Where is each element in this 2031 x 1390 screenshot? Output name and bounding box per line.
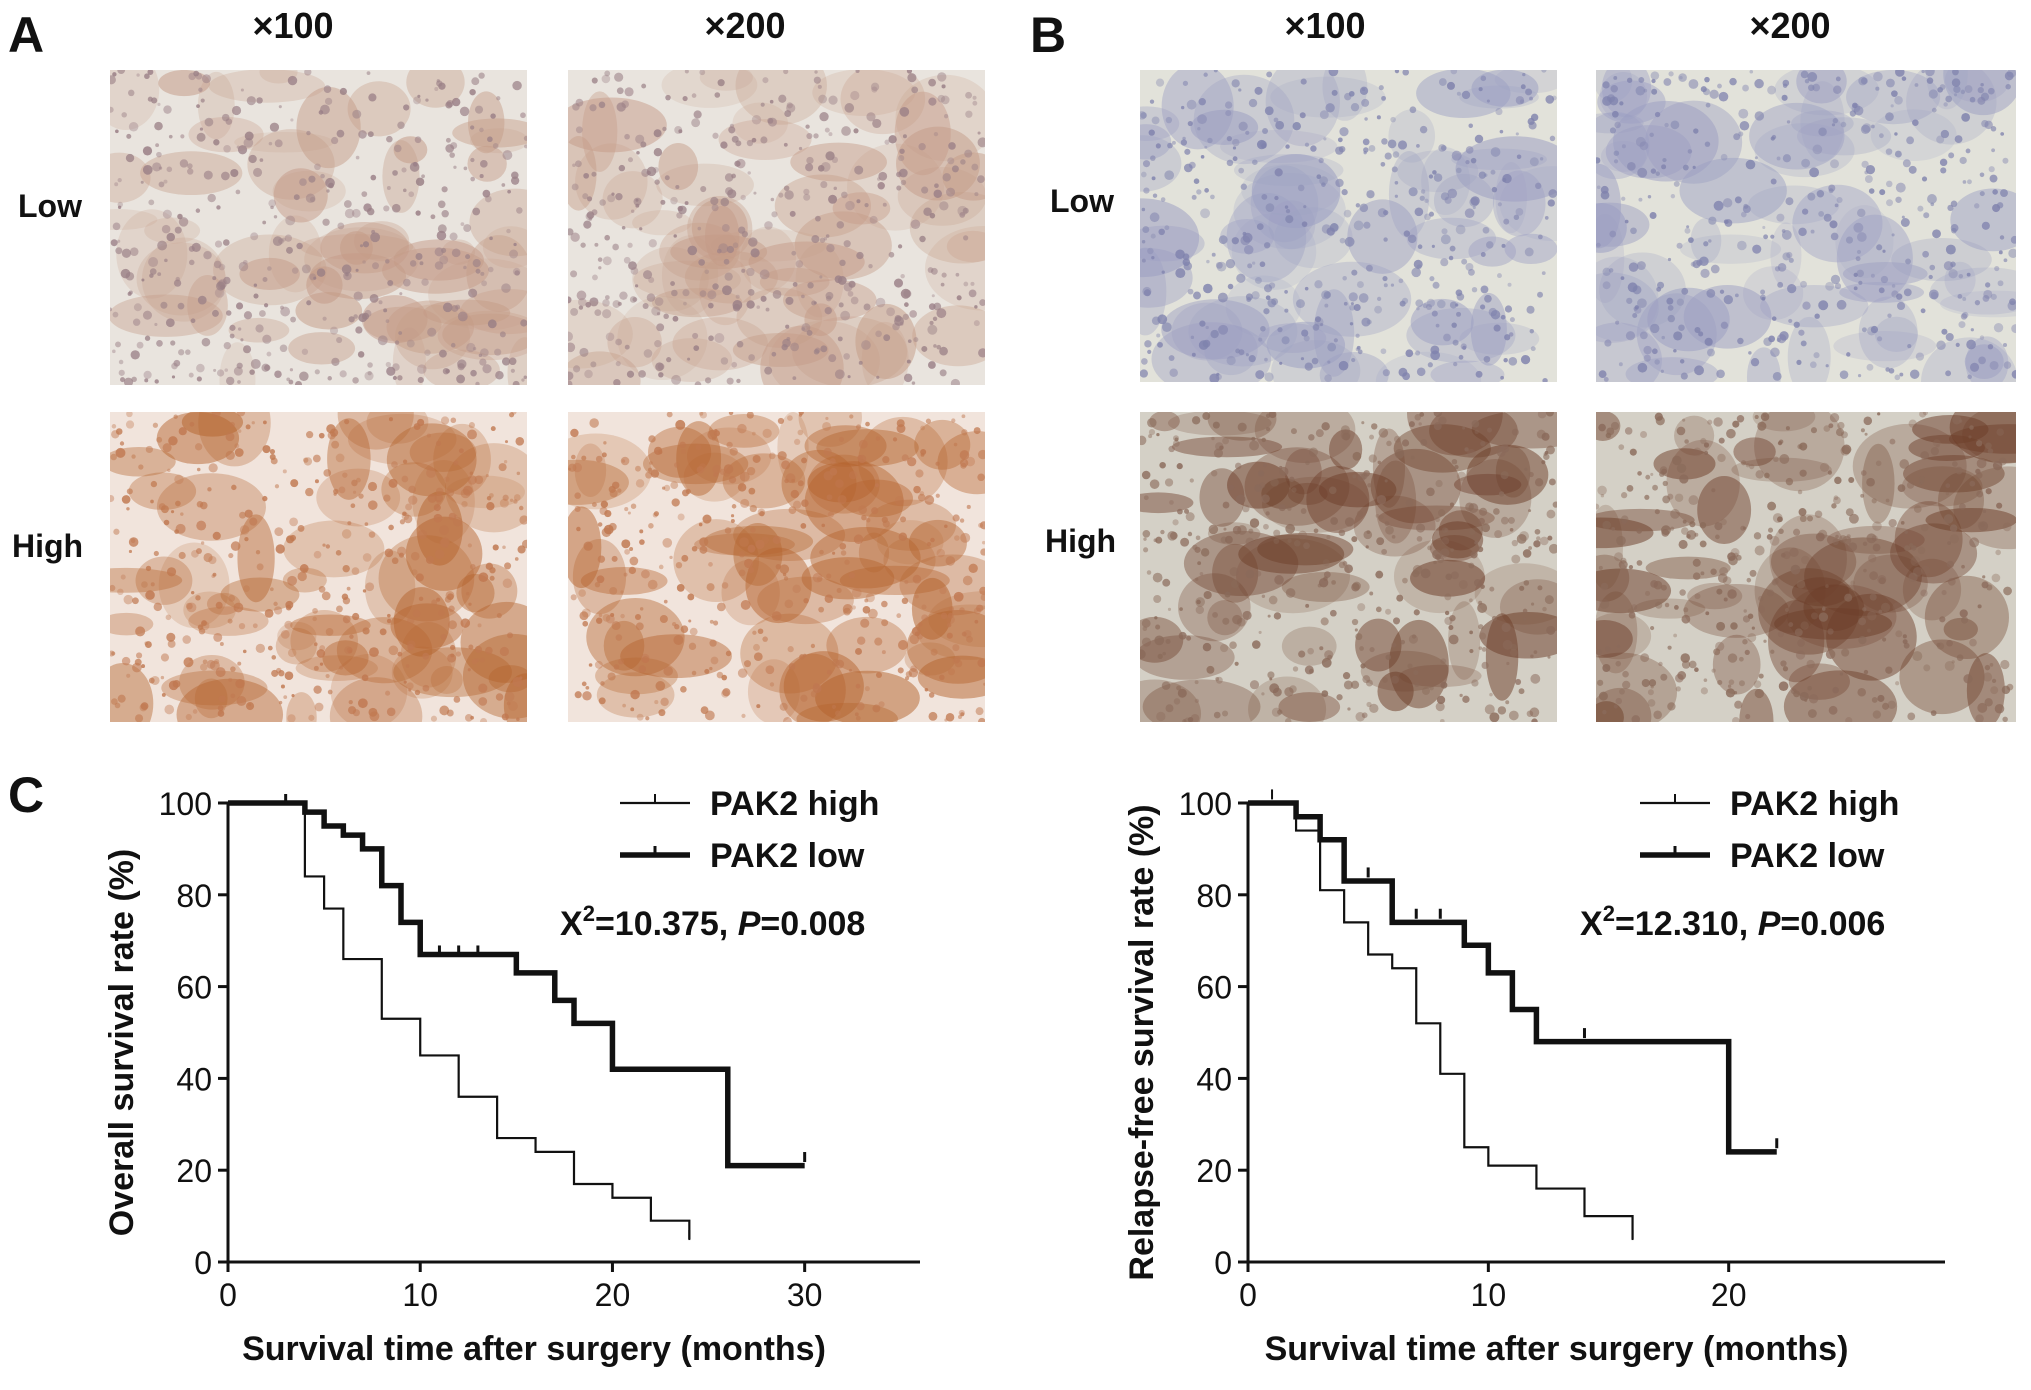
- micrograph-b-low-200x: [1596, 70, 2016, 382]
- x-tick-label: 0: [1239, 1277, 1257, 1313]
- y-tick-label: 60: [176, 970, 212, 1006]
- panel-b-row-low: Low: [1050, 183, 1114, 219]
- micrograph-a-low-200x: [568, 70, 985, 385]
- y-tick-label: 100: [159, 786, 212, 822]
- panel-label-a: A: [8, 7, 45, 63]
- panel-a-row-low: Low: [18, 188, 82, 224]
- y-tick-label: 0: [1214, 1245, 1232, 1281]
- legend-label: PAK2 high: [710, 785, 879, 823]
- micrograph-a-high-200x: [568, 412, 985, 722]
- x-tick-label: 20: [1711, 1277, 1747, 1313]
- micrograph-a-high-100x: [110, 412, 527, 722]
- x-axis-label: Survival time after surgery (months): [242, 1330, 826, 1368]
- x-tick-label: 10: [1471, 1277, 1507, 1313]
- micrograph-a-low-100x: [110, 70, 527, 385]
- y-tick-label: 20: [1196, 1153, 1232, 1189]
- micrograph-b-high-100x: [1140, 412, 1557, 722]
- statistic-annotation: X2=12.310, P=0.006: [1580, 901, 1885, 943]
- survival-curve-thick: [228, 800, 805, 1169]
- statistic-annotation: X2=10.375, P=0.008: [560, 901, 865, 943]
- x-tick-label: 20: [595, 1277, 631, 1313]
- y-tick-label: 80: [176, 878, 212, 914]
- panel-a-magnification-200: ×200: [704, 5, 786, 46]
- y-tick-label: 100: [1179, 786, 1232, 822]
- y-tick-label: 40: [1196, 1061, 1232, 1097]
- legend-label: PAK2 low: [1730, 837, 1885, 875]
- y-tick-label: 20: [176, 1153, 212, 1189]
- panel-b-magnification-200: ×200: [1749, 5, 1831, 46]
- panel-label-b: B: [1030, 7, 1067, 63]
- micrograph-b-low-100x: [1140, 70, 1557, 382]
- y-tick-label: 80: [1196, 878, 1232, 914]
- x-axis-label: Survival time after surgery (months): [1265, 1330, 1849, 1368]
- survival-curve-thin: [228, 801, 691, 1240]
- y-tick-label: 60: [1196, 970, 1232, 1006]
- y-tick-label: 0: [194, 1245, 212, 1281]
- panel-a-row-high: High: [12, 528, 84, 564]
- panel-a-magnification-100: ×100: [252, 5, 334, 46]
- x-tick-label: 0: [219, 1277, 237, 1313]
- panel-label-c: C: [8, 767, 45, 823]
- x-tick-label: 30: [787, 1277, 823, 1313]
- survival-curve-thin: [1248, 801, 1634, 1240]
- y-axis-label: Overall survival rate (%): [103, 849, 141, 1236]
- legend-label: PAK2 low: [710, 837, 865, 875]
- panel-b-magnification-100: ×100: [1284, 5, 1366, 46]
- x-tick-label: 10: [402, 1277, 438, 1313]
- micrograph-b-high-200x: [1596, 412, 2016, 722]
- y-axis-label: Relapse-free survival rate (%): [1123, 804, 1161, 1280]
- survival-curve-thick: [1248, 800, 1777, 1155]
- legend-label: PAK2 high: [1730, 785, 1899, 823]
- panel-b-row-high: High: [1045, 523, 1117, 559]
- y-tick-label: 40: [176, 1061, 212, 1097]
